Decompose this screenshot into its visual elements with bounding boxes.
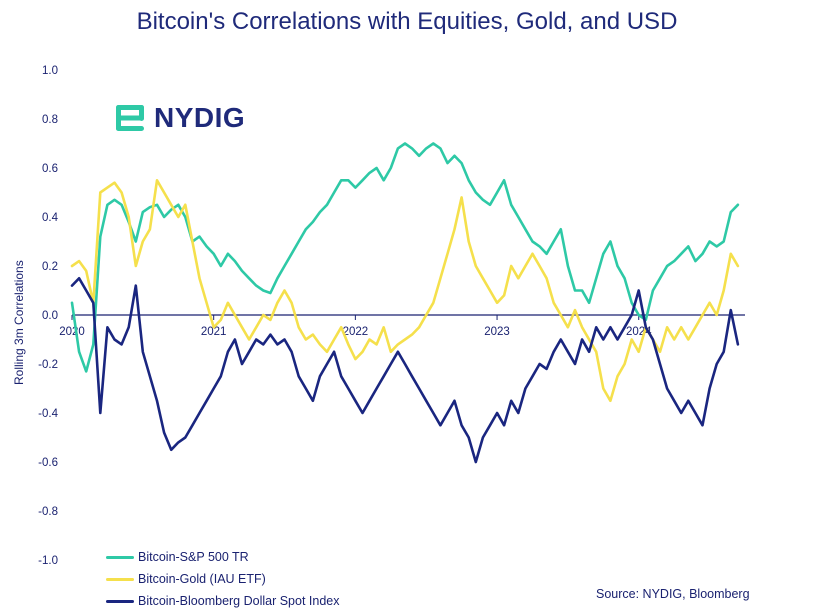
series-line-2 xyxy=(70,276,740,464)
y-tick-label: 1.0 xyxy=(42,65,58,77)
source-note: Source: NYDIG, Bloomberg xyxy=(596,587,750,601)
y-tick-label: -1.0 xyxy=(38,555,58,567)
chart-title: Bitcoin's Correlations with Equities, Go… xyxy=(136,8,678,35)
legend-swatch-gold xyxy=(106,577,134,581)
legend-label-dollar: Bitcoin-Bloomberg Dollar Spot Index xyxy=(138,594,340,608)
x-tick-label: 2020 xyxy=(59,326,85,338)
y-axis-label: Rolling 3m Correlations xyxy=(12,260,26,385)
x-tick-label: 2022 xyxy=(343,326,369,338)
x-tick-label: 2023 xyxy=(484,326,510,338)
y-tick-label: 0.0 xyxy=(42,310,58,322)
legend: Bitcoin-S&P 500 TR Bitcoin-Gold (IAU ETF… xyxy=(106,546,340,612)
series-line-0 xyxy=(70,142,740,373)
y-tick-label: -0.6 xyxy=(38,457,58,469)
y-tick-label: -0.4 xyxy=(38,408,58,420)
brand-logo: NYDIG xyxy=(112,100,245,136)
legend-label-gold: Bitcoin-Gold (IAU ETF) xyxy=(138,572,266,586)
y-tick-label: 0.6 xyxy=(42,163,58,175)
logo-text: NYDIG xyxy=(154,102,246,133)
nydig-logo-icon xyxy=(116,105,144,131)
y-tick-label: -0.2 xyxy=(38,359,58,371)
y-tick-label: 0.8 xyxy=(42,114,58,126)
y-tick-label: 0.4 xyxy=(42,212,59,224)
legend-label-sp500: Bitcoin-S&P 500 TR xyxy=(138,550,249,564)
series-line-1 xyxy=(70,179,740,403)
legend-item-gold: Bitcoin-Gold (IAU ETF) xyxy=(106,568,340,590)
x-tick-label: 2021 xyxy=(201,326,227,338)
legend-item-sp500: Bitcoin-S&P 500 TR xyxy=(106,546,340,568)
legend-item-dollar: Bitcoin-Bloomberg Dollar Spot Index xyxy=(106,590,340,612)
legend-swatch-sp500 xyxy=(106,555,134,559)
y-tick-label: 0.2 xyxy=(42,261,58,273)
y-tick-label: -0.8 xyxy=(38,506,58,518)
legend-swatch-dollar xyxy=(106,599,134,603)
